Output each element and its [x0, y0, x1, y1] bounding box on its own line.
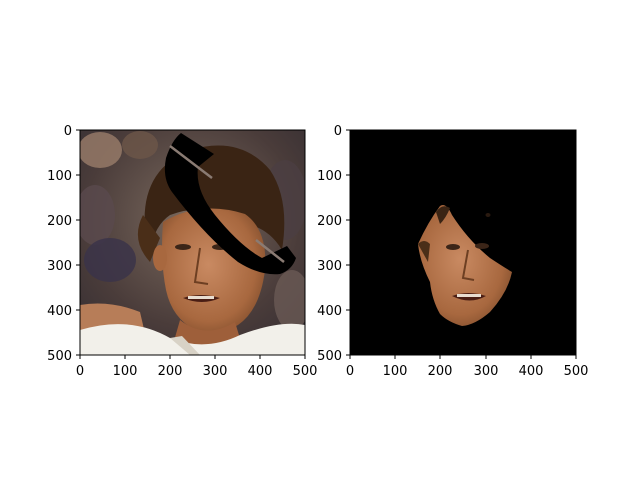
right-y-tick-label: 200: [317, 214, 342, 229]
right-y-tick-label: 500: [317, 349, 342, 364]
left-y-ticks: 0 100 200 300 400 500: [47, 124, 80, 364]
left-x-tick-label: 500: [293, 364, 318, 379]
right-axes-frame: [349, 129, 577, 356]
left-axes-frame: [79, 129, 306, 356]
right-x-tick-label: 300: [474, 364, 499, 379]
right-mask-image: [350, 130, 576, 355]
occluder-shape: [164, 133, 296, 275]
right-x-tick-label: 500: [564, 364, 589, 379]
right-x-tick-label: 100: [383, 364, 408, 379]
right-y-tick-label: 400: [317, 304, 342, 319]
right-y-tick-label: 300: [317, 259, 342, 274]
left-panel: 0 100 200 300 400 500 0 100 200 300 400 …: [47, 124, 317, 379]
right-y-tick-label: 0: [334, 124, 342, 139]
right-x-tick-label: 0: [346, 364, 354, 379]
left-x-tick-label: 0: [76, 364, 84, 379]
right-y-ticks: 0 100 200 300 400 500: [317, 124, 350, 364]
left-x-tick-label: 100: [113, 364, 138, 379]
left-y-tick-label: 0: [64, 124, 72, 139]
left-y-tick-label: 100: [47, 169, 72, 184]
right-y-tick-label: 100: [317, 169, 342, 184]
right-x-tick-label: 200: [428, 364, 453, 379]
left-photo: [80, 130, 305, 355]
left-y-tick-label: 200: [47, 214, 72, 229]
left-x-tick-label: 400: [248, 364, 273, 379]
left-y-tick-label: 500: [47, 349, 72, 364]
right-x-tick-label: 400: [519, 364, 544, 379]
right-x-ticks: 0 100 200 300 400 500: [346, 355, 589, 379]
left-x-tick-label: 200: [158, 364, 183, 379]
left-x-ticks: 0 100 200 300 400 500: [76, 355, 318, 379]
right-panel: 0 100 200 300 400 500 0 100 200 300 400 …: [317, 124, 588, 379]
left-y-tick-label: 400: [47, 304, 72, 319]
left-y-tick-label: 300: [47, 259, 72, 274]
left-x-tick-label: 300: [203, 364, 228, 379]
